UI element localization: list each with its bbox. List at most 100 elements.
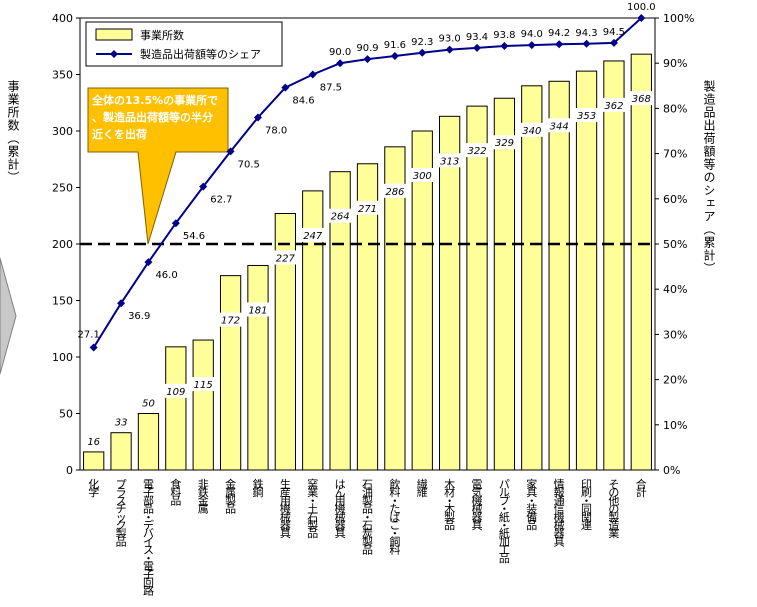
x-tick-label: 電子部品・デバイス・電子回路 <box>143 478 154 598</box>
share-value-label: 92.3 <box>411 37 433 48</box>
share-point <box>226 147 235 156</box>
x-tick-label: はん用機械器具 <box>335 478 346 540</box>
share-value-label: 93.0 <box>439 34 461 45</box>
bar-value-label-bg <box>218 312 244 327</box>
bar-value-label-bg <box>491 135 517 150</box>
bar-value-label: 322 <box>467 146 486 157</box>
bar-value-label-bg <box>546 118 572 133</box>
y-left-tick-label: 350 <box>52 69 73 82</box>
bar-value-label: 16 <box>87 437 100 448</box>
bar <box>603 60 625 471</box>
share-value-label: 27.1 <box>78 330 100 341</box>
bar <box>466 105 488 471</box>
left-arrow-shape <box>0 257 17 375</box>
x-tick-label: 情報通信機械器具 <box>554 478 565 548</box>
share-point <box>390 51 399 60</box>
callout-box <box>87 87 229 245</box>
bar-value-label: 181 <box>248 305 267 316</box>
bar-value-label: 247 <box>303 231 323 242</box>
x-tick-label: その他の製造業 <box>608 478 619 540</box>
y-left-tick-label: 400 <box>52 12 73 25</box>
bar <box>274 212 296 471</box>
bar-value-label: 172 <box>221 316 240 327</box>
legend-swatch-marker <box>110 50 118 58</box>
share-point <box>582 39 591 48</box>
bar-value-label: 340 <box>522 126 541 137</box>
x-tick-label: 家具・装備品 <box>526 477 537 532</box>
bar-value-label: 271 <box>358 204 377 215</box>
x-tick-label: 電気機械器具 <box>472 478 483 532</box>
bar-value-label: 353 <box>577 111 596 122</box>
x-tick-label: 石油製品・石炭製品 <box>362 478 373 557</box>
share-point <box>308 70 317 79</box>
share-value-label: 93.4 <box>466 32 488 43</box>
bar <box>575 70 598 471</box>
y-right-tick-label: 10% <box>663 419 687 432</box>
share-value-label: 94.0 <box>521 29 543 40</box>
bar-value-label: 286 <box>385 187 404 198</box>
y-left-tick-label: 100 <box>52 351 73 364</box>
share-point <box>637 14 646 22</box>
share-point <box>555 40 564 49</box>
bar-value-label-bg <box>464 143 490 158</box>
y-right-tick-label: 60% <box>663 193 687 206</box>
bar <box>630 53 652 471</box>
share-point <box>500 42 509 51</box>
share-value-label: 70.5 <box>238 159 260 170</box>
bar <box>137 413 160 471</box>
share-value-label: 54.6 <box>183 231 205 242</box>
share-value-label: 94.2 <box>548 28 570 39</box>
bar <box>165 346 187 471</box>
share-point <box>281 83 290 92</box>
y-left-tick-label: 250 <box>52 182 73 195</box>
share-value-label: 78.0 <box>265 125 287 136</box>
bar-value-label-bg <box>574 108 600 123</box>
share-value-label: 100.0 <box>627 2 656 13</box>
x-tick-label: プラスチック製品 <box>116 478 127 548</box>
bar <box>548 80 570 471</box>
bar-value-label-bg <box>437 153 463 168</box>
y-right-tick-label: 100% <box>663 12 694 25</box>
share-value-label: 90.0 <box>329 47 351 58</box>
bar-value-label-bg <box>300 227 326 242</box>
share-point <box>609 38 618 47</box>
share-point <box>253 113 262 122</box>
share-point <box>336 59 345 68</box>
bar <box>247 264 269 471</box>
x-tick-label: 合計 <box>636 477 647 499</box>
callout-text-line: 、製造品出荷額等の半分 <box>92 110 213 124</box>
bar-value-label-bg <box>163 383 189 398</box>
bar <box>219 275 242 471</box>
x-tick-label: 飲料・たばこ・飼料 <box>389 477 400 557</box>
legend-swatch-bar <box>95 28 133 41</box>
bar <box>110 432 132 471</box>
x-tick-label: 非鉄金属 <box>198 478 209 516</box>
bar-value-label: 300 <box>413 171 432 182</box>
y-right-tick-label: 70% <box>663 148 687 161</box>
bar-value-label: 115 <box>194 380 213 391</box>
bar-value-label: 344 <box>550 121 569 132</box>
legend-box <box>85 21 283 67</box>
y-right-tick-label: 20% <box>663 374 687 387</box>
bar <box>521 85 543 471</box>
x-tick-label: 印刷・同関連 <box>581 478 592 532</box>
bar <box>411 130 433 471</box>
bar <box>439 115 461 471</box>
bar-value-label-bg <box>601 97 627 112</box>
y-right-tick-label: 80% <box>663 102 687 115</box>
y-right-tick-label: 50% <box>663 238 687 251</box>
bar-value-label-bg <box>519 122 545 137</box>
bar-value-label: 329 <box>495 138 514 149</box>
bar-value-label: 313 <box>440 156 459 167</box>
callout-text-line: 近くを出荷 <box>92 127 147 141</box>
share-value-label: 84.6 <box>292 96 314 107</box>
share-value-label: 91.6 <box>384 40 406 51</box>
bar <box>329 171 351 471</box>
x-tick-label: 繊維 <box>417 478 428 499</box>
share-point <box>89 343 98 352</box>
bar-value-label: 227 <box>276 253 296 264</box>
share-value-label: 90.9 <box>356 43 378 54</box>
bar-value-label: 33 <box>115 418 128 429</box>
share-value-label: 36.9 <box>128 311 150 322</box>
